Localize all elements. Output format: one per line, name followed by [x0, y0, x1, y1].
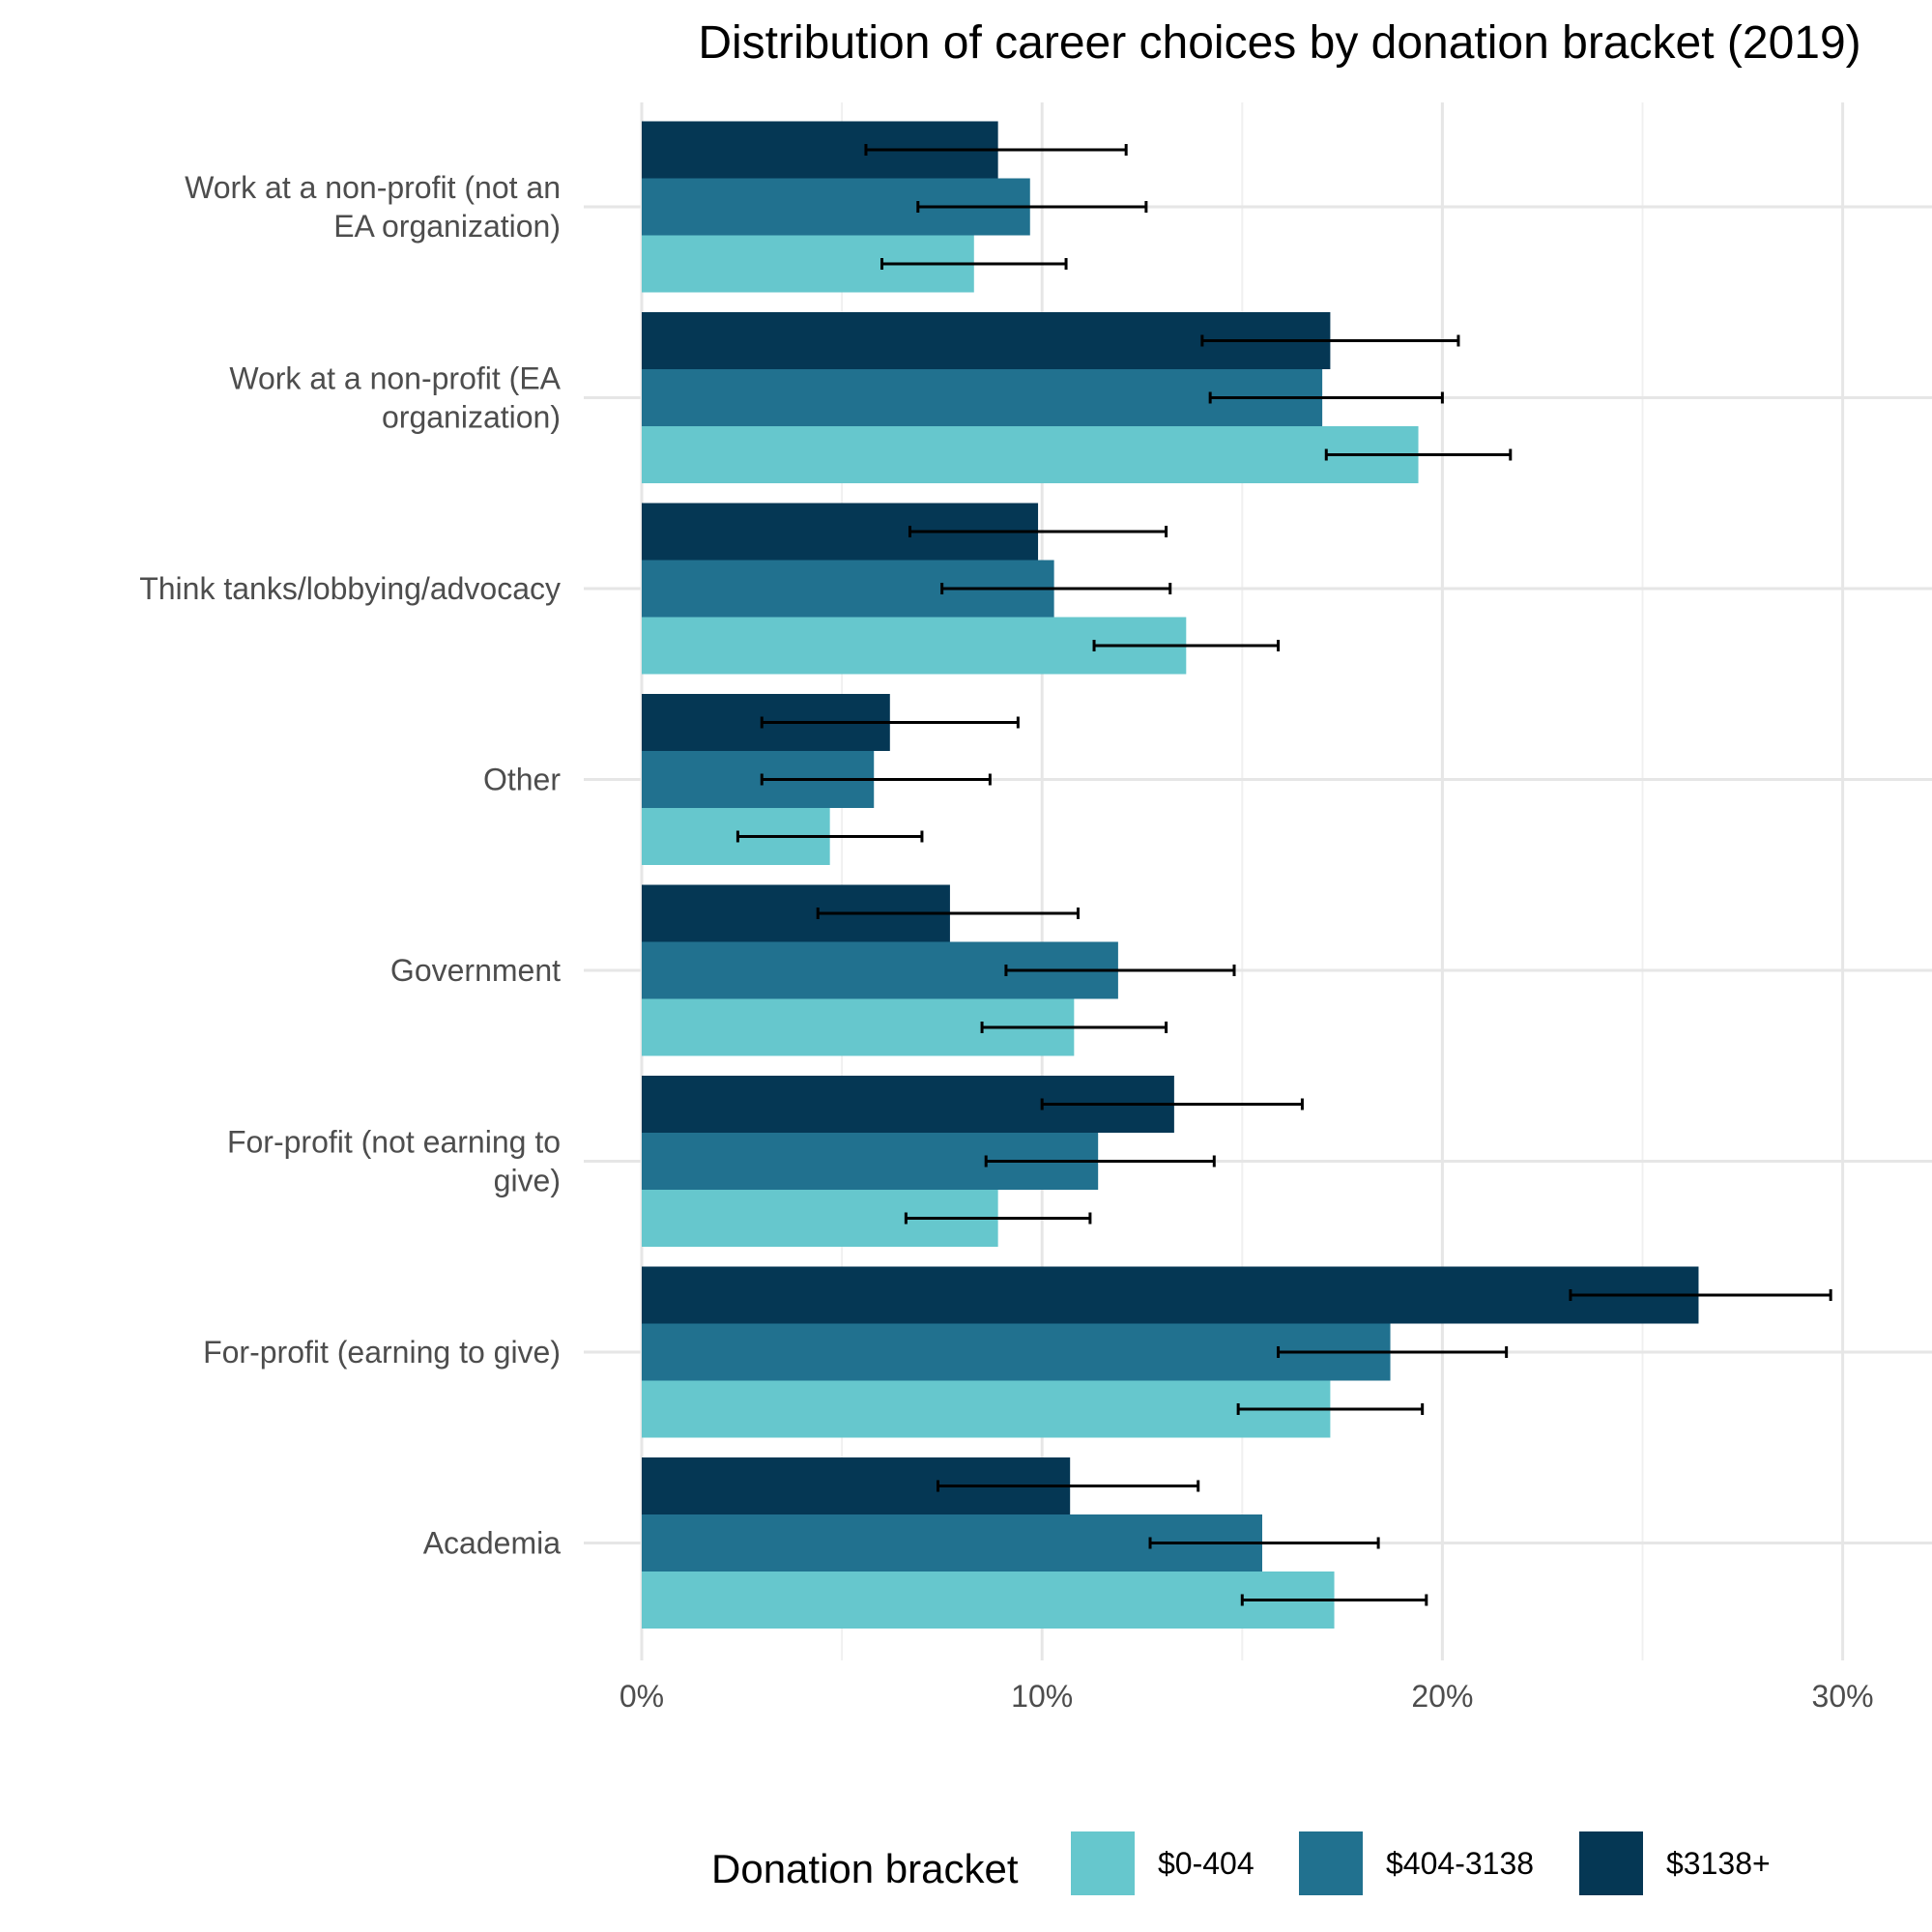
- bar: [642, 1323, 1391, 1381]
- category-label: Other: [483, 763, 561, 797]
- category-label: Work at a non-profit (not an: [185, 170, 561, 205]
- legend-label: $3138+: [1666, 1846, 1771, 1881]
- category-label: Government: [390, 953, 561, 988]
- x-tick-label: 20%: [1411, 1679, 1473, 1714]
- category-label: Think tanks/lobbying/advocacy: [139, 571, 561, 606]
- bar-layer: [642, 121, 1699, 1629]
- category-labels: Work at a non-profit (not an EA organizat…: [139, 170, 561, 1561]
- x-axis-tick-labels: 0% 10% 20% 30%: [620, 1679, 1874, 1714]
- chart-title: Distribution of career choices by donati…: [698, 17, 1860, 69]
- category-label: Work at a non-profit (EA: [229, 361, 561, 396]
- legend-swatch: [1579, 1831, 1643, 1895]
- error-bar-layer: [735, 144, 1832, 1606]
- category-label: give): [494, 1164, 561, 1198]
- x-tick-label: 10%: [1011, 1679, 1073, 1714]
- category-label: EA organization): [333, 209, 561, 244]
- bar: [642, 426, 1419, 483]
- legend: Donation bracket $0-404 $404-3138 $3138+: [711, 1831, 1771, 1895]
- legend-swatch: [1299, 1831, 1363, 1895]
- bar: [642, 1380, 1331, 1438]
- category-label: For-profit (not earning to: [227, 1125, 561, 1160]
- bar: [642, 1572, 1335, 1629]
- x-tick-label: 30%: [1812, 1679, 1874, 1714]
- category-label: For-profit (earning to give): [203, 1335, 561, 1370]
- legend-swatch: [1071, 1831, 1135, 1895]
- legend-label: $0-404: [1158, 1846, 1254, 1881]
- category-label: organization): [382, 400, 561, 435]
- bar: [642, 1266, 1699, 1324]
- category-label: Academia: [423, 1526, 562, 1561]
- x-tick-label: 0%: [620, 1679, 664, 1714]
- legend-title: Donation bracket: [711, 1846, 1019, 1891]
- legend-label: $404-3138: [1386, 1846, 1534, 1881]
